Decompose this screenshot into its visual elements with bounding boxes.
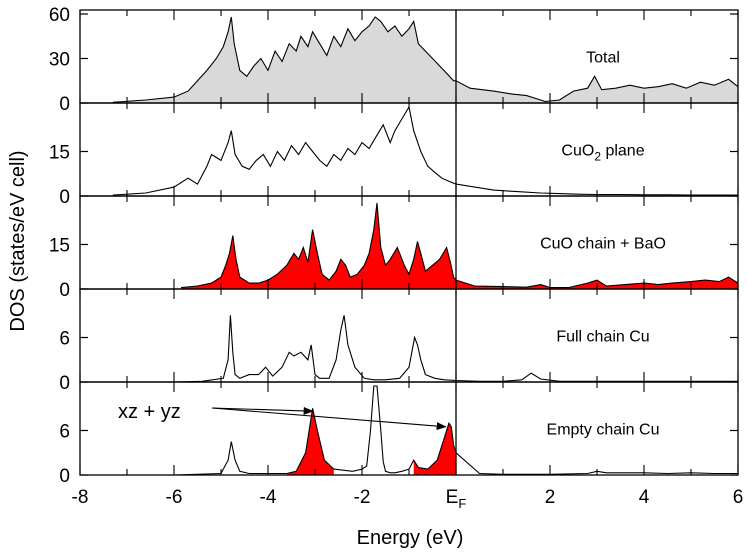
x-tick-label: -4 <box>260 487 277 508</box>
x-axis-label: Energy (eV) <box>357 527 464 549</box>
y-tick-label: 0 <box>59 187 70 208</box>
dos-curve <box>112 16 739 103</box>
y-tick-label: 6 <box>59 422 70 443</box>
annotation-label: xz + yz <box>118 401 181 423</box>
y-tick-label: 0 <box>59 94 70 115</box>
panel-label: CuO chain + BaO <box>540 236 666 253</box>
panel-label: Total <box>586 50 620 67</box>
panel-label: Full chain Cu <box>556 329 649 346</box>
dos-curve <box>181 202 739 289</box>
x-tick-label: 6 <box>733 487 744 508</box>
xz-yz-highlight <box>286 408 334 475</box>
panel-label: Empty chain Cu <box>547 422 660 439</box>
dos-panel: 0 30 60 Total <box>49 5 739 115</box>
xz-yz-highlight <box>413 423 456 475</box>
dos-panel: 0 15 CuO chain + BaO <box>49 195 739 301</box>
x-tick-label: 4 <box>639 487 650 508</box>
dos-panel: 0 15 CuO2 plane <box>49 102 739 208</box>
dos-panel: 0 6 Empty chain Cu <box>59 381 739 487</box>
x-tick-label: -8 <box>72 487 89 508</box>
dos-area <box>112 17 738 103</box>
y-tick-label: 0 <box>59 466 70 487</box>
x-tick-label: 2 <box>545 487 556 508</box>
y-tick-label: 0 <box>59 280 70 301</box>
x-tick-label: -6 <box>166 487 183 508</box>
dos-panel: 0 6 Full chain Cu <box>59 288 739 394</box>
dos-curve <box>173 385 738 476</box>
y-tick-label: 0 <box>59 373 70 394</box>
y-tick-label: 60 <box>49 5 70 26</box>
y-tick-label: 30 <box>49 50 70 71</box>
panel-label: CuO2 plane <box>561 143 644 164</box>
dos-curve <box>112 105 738 196</box>
y-axis-label: DOS (states/eV cell) <box>7 150 29 331</box>
x-tick-label: EF <box>446 487 467 511</box>
annotation-arrow <box>211 406 314 415</box>
y-tick-label: 15 <box>49 143 70 164</box>
dos-curve <box>173 315 738 383</box>
y-tick-label: 6 <box>59 329 70 350</box>
y-tick-label: 15 <box>49 236 70 257</box>
x-tick-label: -2 <box>354 487 371 508</box>
annotation-arrow <box>211 407 447 431</box>
